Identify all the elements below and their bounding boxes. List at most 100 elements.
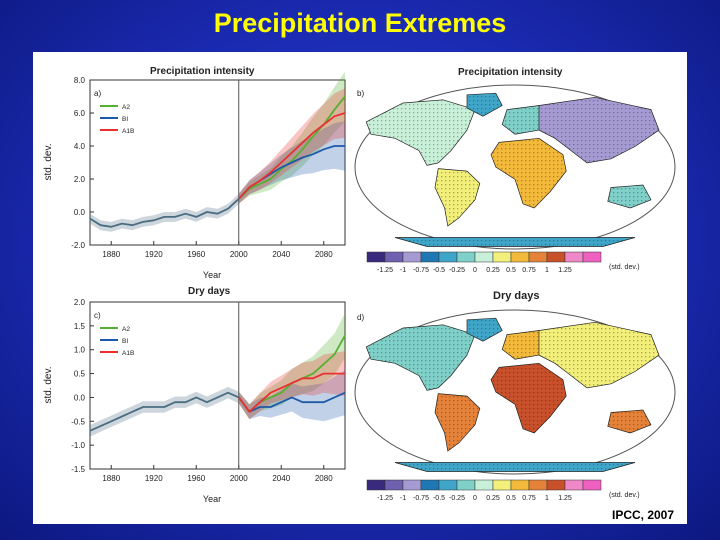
chart-c-plot-frame [89,301,346,470]
colorbar-label: 0.5 [506,267,516,274]
colorbar-label: 1.25 [558,495,572,502]
map-b-title: Precipitation intensity [458,67,563,78]
map-b-colorbar: -1.25 -1 -0.75 -0.5 -0.25 0 0.25 0.5 0.75 1 1.25 (s… [366,251,640,274]
colorbar-swatch [402,479,422,491]
series-historical [89,198,240,228]
colorbar-swatch [528,251,548,263]
y-tick-label: 2.0 [74,175,86,184]
colorbar-label: 0.75 [522,495,536,502]
colorbar-label: -0.75 [413,495,429,502]
significance-stipple-africa [491,363,567,433]
x-tick-label: 2040 [272,474,290,483]
colorbar-swatch [474,251,494,263]
map-d-world-map [354,309,676,475]
colorbar-label: -0.75 [413,267,429,274]
colorbar-swatch [402,251,422,263]
colorbar-label: 0.25 [486,267,500,274]
y-tick-label: 1.0 [74,346,86,355]
colorbar-swatch [474,479,494,491]
y-tick-label: -0.5 [71,417,85,426]
significance-stipple-australia [607,185,651,208]
x-tick-label: 1960 [187,250,205,259]
chart-c-series-lines [89,334,346,432]
colorbar-swatch [366,251,386,263]
legend-label-a2: A2 [122,326,130,333]
chart-c-ticks: -1.5 -1.0 -0.5 0.0 0.5 1.0 1.5 2.0 1880 1920 1960 2… [71,298,333,483]
colorbar-unit: (std. dev.) [609,264,640,271]
colorbar-label: -1 [400,267,406,274]
legend-label-a1b: A1B [122,350,134,357]
significance-stipple-asia [539,97,659,163]
colorbar-label: -0.25 [449,267,465,274]
colorbar-label: 1 [545,495,549,502]
chart-c-title: Dry days [188,286,231,297]
map-d-panel-label: d) [357,313,364,322]
chart-a-ticks: -2.0 0.0 2.0 4.0 6.0 8.0 1880 1920 1960 2000 2040 2… [71,76,333,259]
colorbar-label: 0.75 [522,267,536,274]
series-a1b [238,112,346,200]
x-tick-label: 1880 [102,474,120,483]
colorbar-swatch [492,251,512,263]
colorbar-swatch [456,479,476,491]
x-tick-label: 1880 [102,250,120,259]
x-tick-label: 2040 [272,250,290,259]
colorbar-swatch [366,479,386,491]
map-d-title: Dry days [493,290,539,302]
chart-c-ylabel: std. dev. [43,366,54,403]
colorbar-swatch [528,479,548,491]
chart-c-legend: A2 BI A1B [100,326,134,357]
band-bi [238,370,345,422]
colorbar-label: -1 [400,495,406,502]
chart-a-legend: A2 BI A1B [100,104,134,135]
map-b-panel-label: b) [357,89,364,98]
significance-stipple-north-america [366,99,475,166]
figure-panel: Precipitation intensity a) std. dev. Yea… [33,52,687,524]
series-a2 [238,95,346,200]
chart-a-series-lines [89,95,346,228]
band-a2 [238,313,345,420]
map-b: Precipitation intensity b) -1.25 -1 -0.75-… [348,62,687,274]
source-credit: IPCC, 2007 [612,508,675,522]
y-tick-label: 0.0 [74,393,86,402]
series-historical [89,391,240,432]
band-a2 [238,71,345,204]
colorbar-swatch [582,479,602,491]
colorbar-unit: (std. dev.) [609,492,640,499]
significance-stipple-asia [539,322,659,388]
slide-title: Precipitation Extremes [213,8,507,38]
chart-a-plot-frame [89,79,346,246]
colorbar-swatch [546,251,566,263]
band-historical [90,386,239,437]
colorbar-label: 0 [473,267,477,274]
colorbar-swatch [510,251,530,263]
chart-a-panel-label: a) [94,89,101,98]
colorbar-swatch [420,479,440,491]
x-tick-label: 2000 [230,474,248,483]
map-d-colorbar: -1.25 -1 -0.75 -0.5 -0.25 0 0.25 0.5 0.75 1 1.25 (s… [366,479,640,502]
significance-stipple-north-america [366,324,475,391]
band-a1b [238,88,345,204]
colorbar-label: 0 [473,495,477,502]
y-tick-label: 2.0 [74,298,86,307]
colorbar-label: 0.25 [486,495,500,502]
chart-a-uncertainty-bands [90,71,345,232]
colorbar-label: -0.5 [433,267,445,274]
legend-label-bi: BI [122,116,128,123]
legend-label-a2: A2 [122,104,130,111]
y-tick-label: -1.5 [71,465,85,474]
chart-a-xlabel: Year [203,270,221,280]
significance-stipple-antarctica [395,237,635,247]
significance-stipple-south-america [435,393,480,451]
legend-label-a1b: A1B [122,128,134,135]
chart-c-xlabel: Year [203,494,221,504]
map-d: Dry days d) -1.25 -1 -0.75 -0.5 -0.25 0 0.25 0.… [354,290,676,502]
colorbar-swatch [384,479,404,491]
colorbar-swatch [438,251,458,263]
y-tick-label: -1.0 [71,441,85,450]
colorbar-swatch [546,479,566,491]
colorbar-label: -1.25 [377,267,393,274]
significance-stipple-greenland [467,93,503,117]
colorbar-swatch [420,251,440,263]
colorbar-label: 1 [545,267,549,274]
y-tick-label: 0.5 [74,370,86,379]
